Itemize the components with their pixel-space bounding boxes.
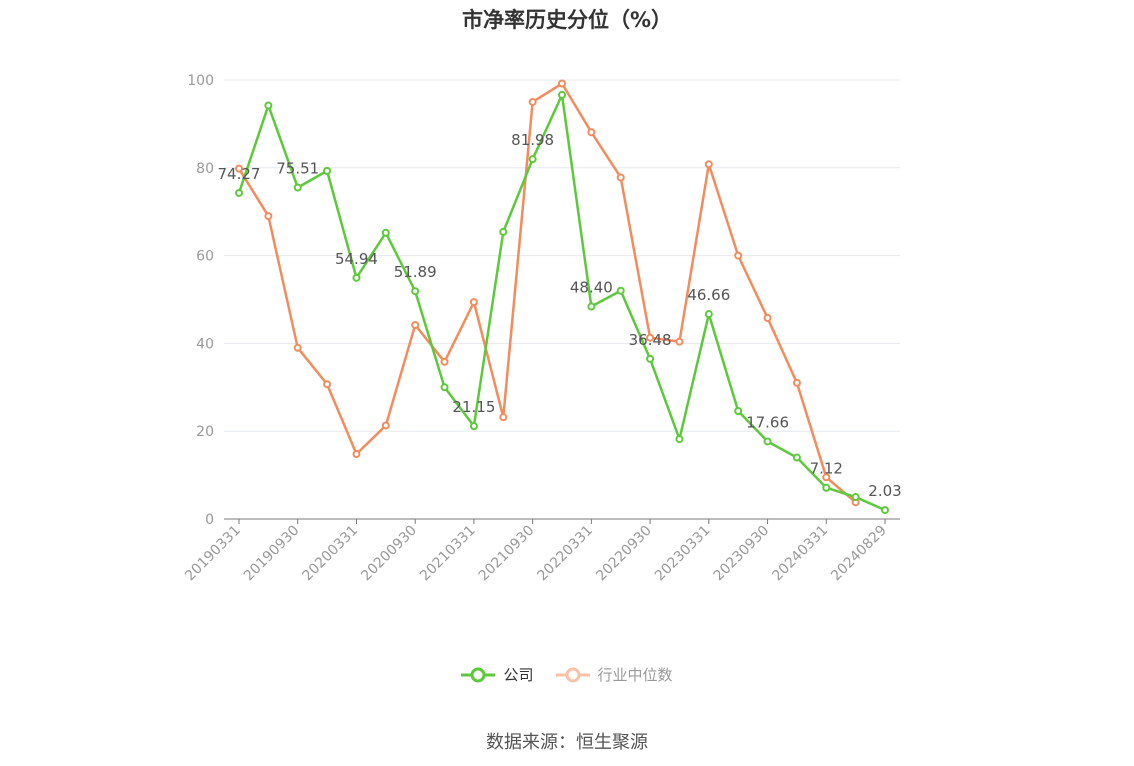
x-tick-label-20240331: 20240331 [769, 523, 831, 585]
point-industry-20220930 [646, 333, 655, 342]
legend-company-label: 公司 [503, 666, 534, 684]
point-industry-20231231 [792, 378, 801, 387]
point-industry-20230630 [734, 251, 743, 260]
legend: 公司 行业中位数 [0, 664, 1134, 685]
data-label-20200331: 54.94 [335, 250, 378, 268]
legend-item-company[interactable]: 公司 [461, 664, 534, 685]
point-company-20200331 [352, 273, 361, 282]
y-tick-label-40: 40 [196, 336, 214, 352]
x-tick-label-20220331: 20220331 [534, 523, 596, 585]
y-tick-label-60: 60 [196, 249, 214, 265]
x-tick-label-20220930: 20220930 [593, 523, 655, 585]
x-tick-label-20240829: 20240829 [828, 523, 890, 585]
data-label-20230331: 46.66 [687, 286, 730, 304]
data-label-20210331: 21.15 [452, 398, 495, 416]
data-label-20190331: 74.27 [218, 165, 261, 183]
point-company-20201231 [440, 383, 449, 392]
point-company-20230930 [763, 437, 772, 446]
data-label-20240829: 2.03 [868, 482, 901, 500]
y-tick-label-0: 0 [205, 512, 214, 528]
point-industry-20210930 [528, 97, 537, 106]
point-company-20210630 [499, 227, 508, 236]
series-line-company [237, 93, 886, 512]
data-source: 数据来源：恒生聚源 [486, 732, 648, 753]
point-industry-20211231 [558, 79, 566, 88]
point-company-20210331 [469, 422, 478, 431]
x-tick-label-20210930: 20210930 [476, 523, 538, 585]
point-company-20230331 [704, 310, 713, 319]
point-company-20221231 [675, 435, 684, 444]
point-industry-20230930 [763, 313, 772, 322]
point-company-20210930 [528, 155, 537, 164]
point-industry-20230331 [704, 160, 713, 169]
point-company-20220630 [616, 286, 625, 295]
point-company-20211231 [558, 90, 566, 99]
point-industry-20220331 [587, 128, 596, 137]
series [235, 79, 889, 515]
x-tick-label-20230331: 20230331 [652, 523, 714, 585]
data-label-20210930: 81.98 [511, 131, 554, 149]
y-tick-label-20: 20 [196, 424, 214, 440]
x-tick-label-20190930: 20190930 [241, 523, 303, 585]
legend-industry-label: 行业中位数 [597, 666, 673, 684]
point-company-20191231 [323, 166, 332, 175]
point-industry-20190331 [235, 164, 243, 173]
data-label-20190930: 75.51 [276, 160, 319, 178]
point-company-20220930 [646, 354, 655, 363]
point-industry-20240331 [822, 473, 831, 482]
legend-industry-marker [555, 667, 590, 682]
point-company-20190630 [264, 101, 273, 110]
point-industry-20190930 [293, 343, 302, 352]
legend-item-industry[interactable]: 行业中位数 [555, 664, 673, 685]
point-company-20200930 [411, 287, 420, 296]
point-company-20240331 [822, 483, 831, 492]
data-label-20240331: 7.12 [810, 460, 843, 478]
data-label-20220331: 48.40 [570, 279, 613, 297]
point-industry-20201231 [440, 357, 449, 366]
data-label-20220930: 36.48 [629, 331, 672, 349]
y-tick-label-100: 100 [187, 73, 214, 89]
point-industry-20221231 [675, 337, 684, 346]
point-industry-20200930 [411, 320, 420, 329]
point-industry-20210630 [499, 413, 508, 422]
axes: 0 20 40 60 80 100 2019033120190930202003312020… [182, 73, 900, 584]
x-tick-label-20210331: 20210331 [417, 523, 479, 585]
data-label-20230930: 17.66 [746, 413, 789, 431]
point-company-20220331 [587, 302, 596, 311]
data-labels: 74.27 75.51 54.94 51.89 21.15 81.98 48.40 36.48… [218, 131, 902, 500]
point-industry-20190630 [264, 212, 273, 221]
x-tick-label-20190331: 20190331 [182, 523, 244, 585]
point-company-20240829 [881, 506, 889, 515]
point-industry-20210331 [469, 298, 478, 307]
y-tick-label-80: 80 [196, 161, 214, 177]
legend-company-marker [461, 667, 496, 682]
grid-lines [224, 79, 900, 432]
point-company-20230630 [734, 407, 743, 416]
x-tick-label-20200930: 20200930 [358, 523, 420, 585]
x-tick-label-20200331: 20200331 [300, 523, 362, 585]
series-line-industry [237, 82, 857, 504]
point-industry-20200630 [381, 421, 390, 430]
point-company-20240630 [851, 493, 860, 502]
point-company-20231231 [792, 453, 801, 462]
point-company-20190331 [235, 188, 243, 197]
point-industry-20191231 [323, 380, 332, 389]
point-industry-20220630 [616, 173, 625, 182]
data-label-20200930: 51.89 [394, 263, 437, 281]
point-company-20200630 [381, 228, 390, 237]
point-company-20190930 [293, 183, 302, 192]
point-industry-20200331 [352, 450, 361, 459]
chart-title: 市净率历史分位（%） [461, 8, 673, 32]
x-tick-label-20230930: 20230930 [711, 523, 773, 585]
